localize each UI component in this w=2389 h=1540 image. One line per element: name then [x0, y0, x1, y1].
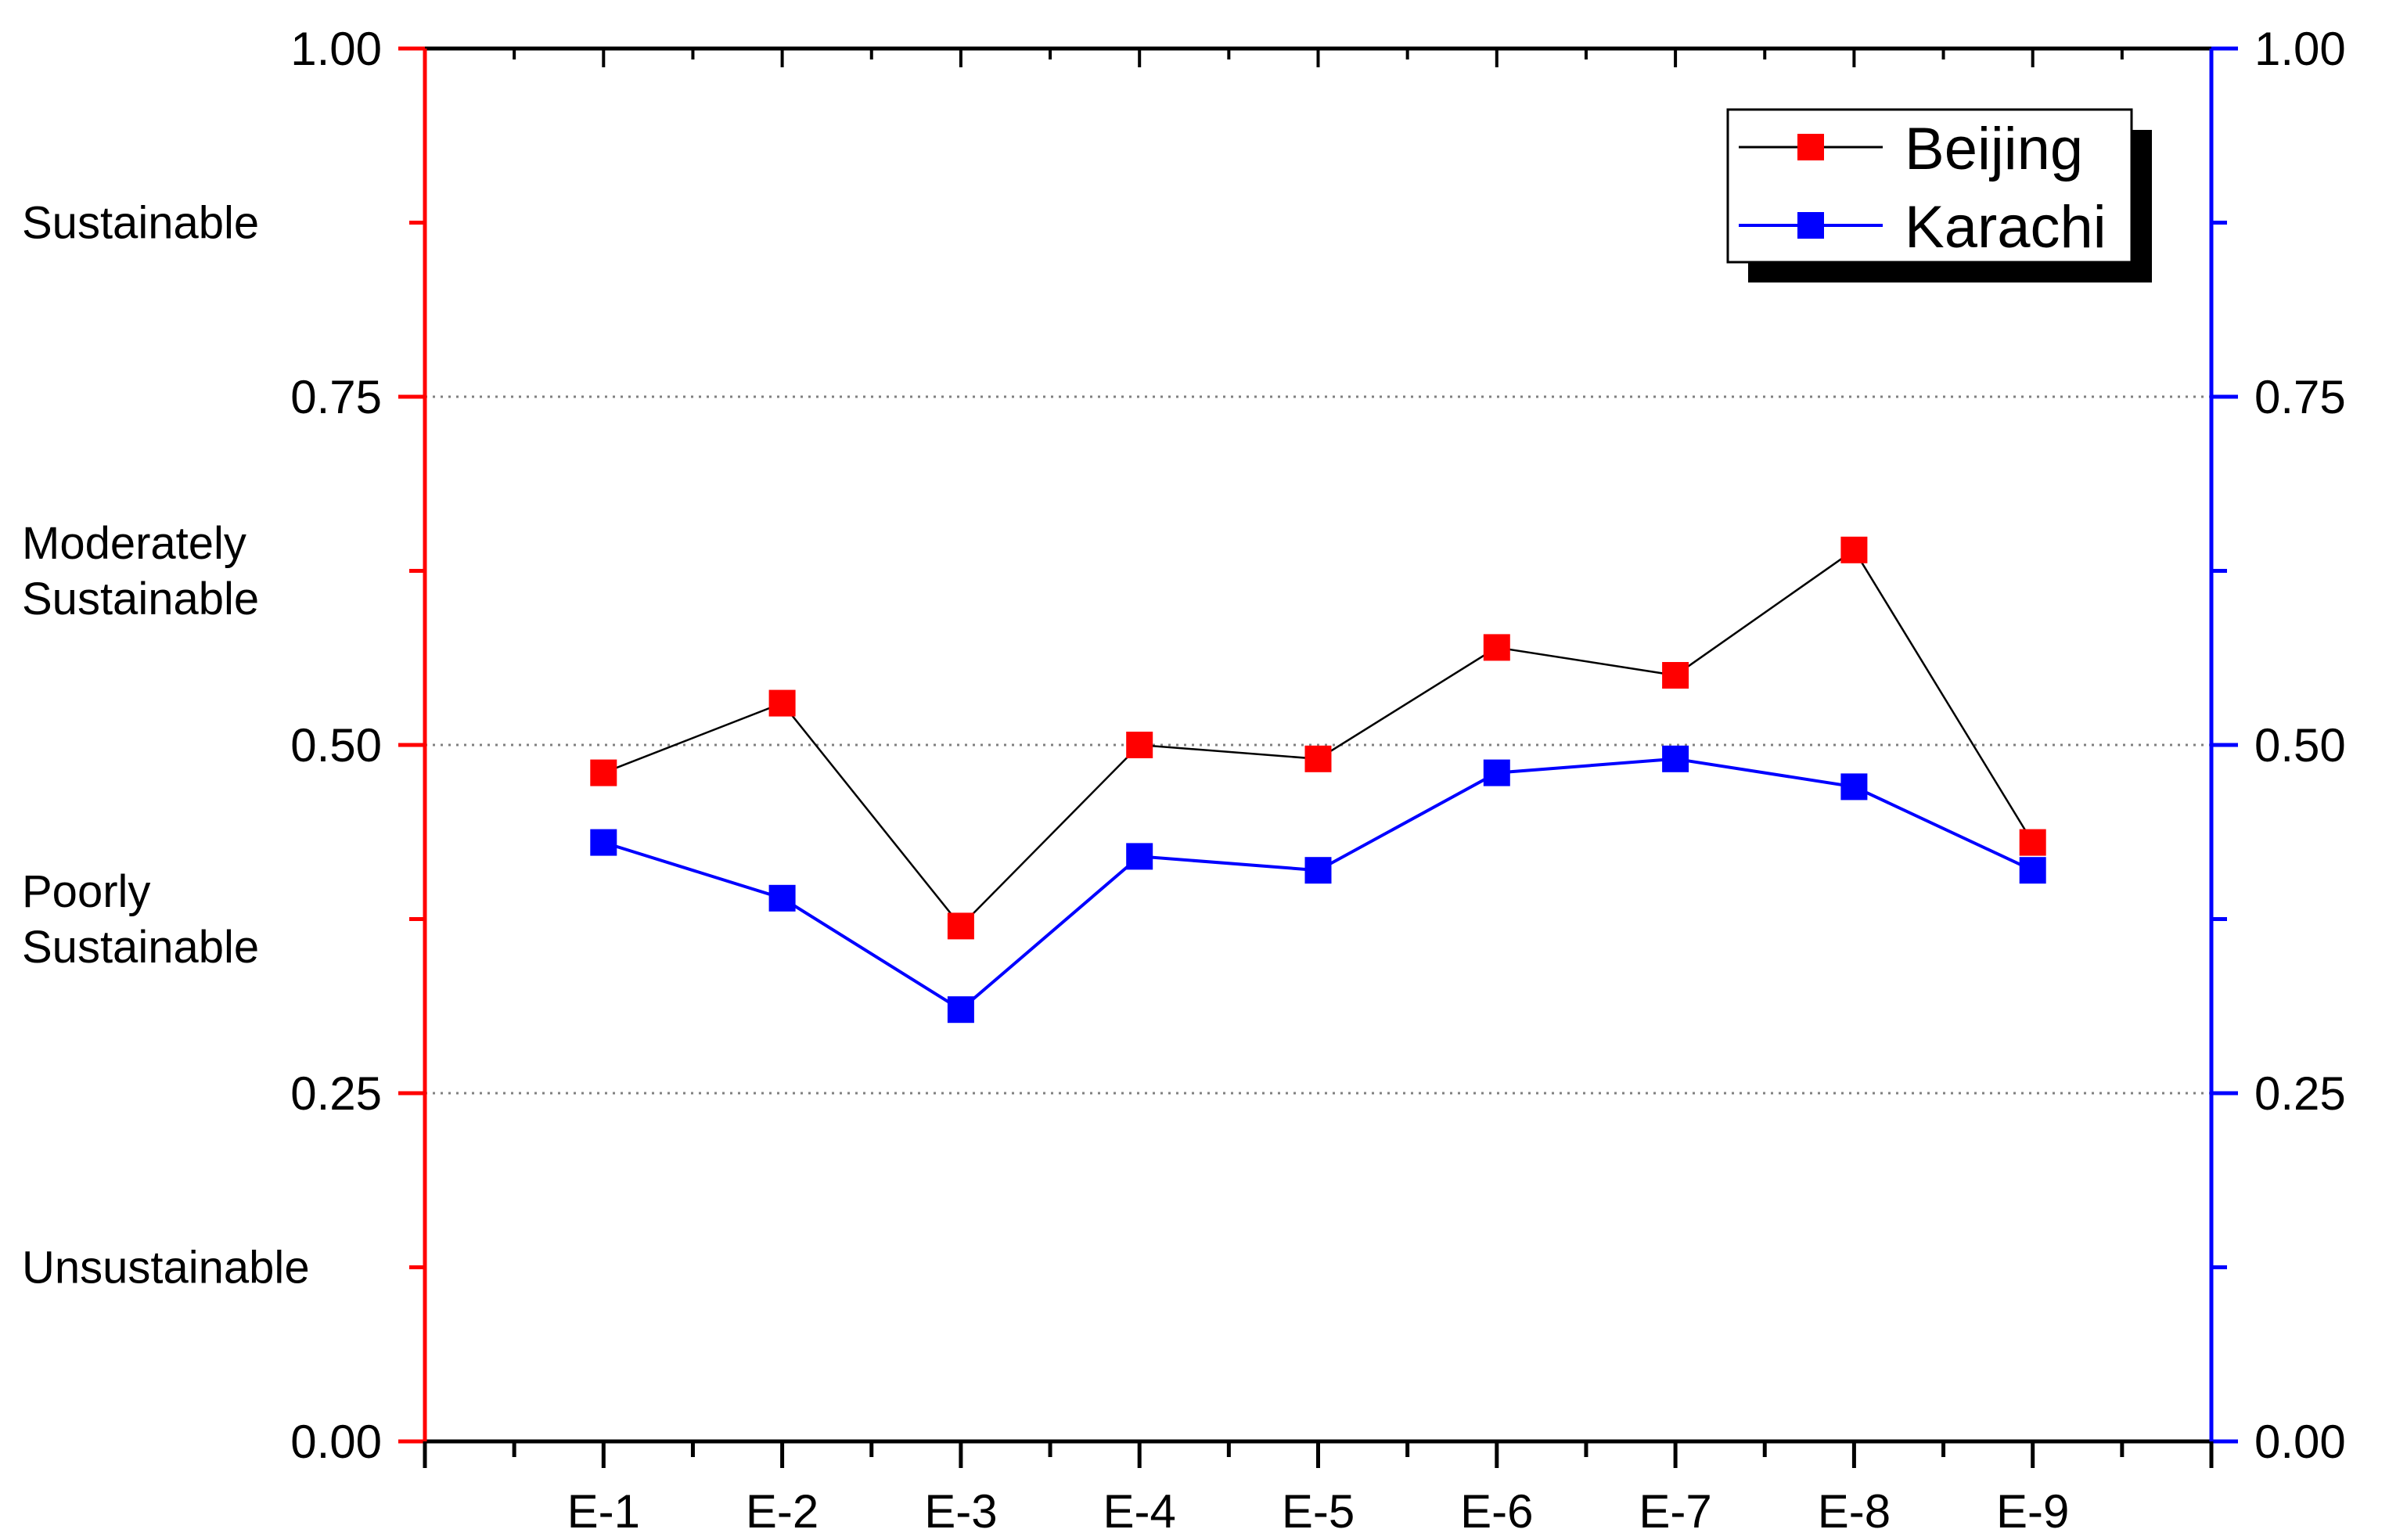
data-point-karachi — [1840, 773, 1868, 801]
data-point-karachi — [1662, 745, 1689, 772]
gridlines — [425, 395, 2211, 1095]
series-layer — [590, 536, 2046, 1024]
x-tick-label: E-9 — [1996, 1485, 2069, 1538]
data-point-beijing — [947, 912, 974, 940]
data-point-beijing — [590, 759, 617, 786]
data-point-beijing — [1662, 662, 1689, 689]
left-tick-label: 1.00 — [290, 23, 382, 75]
series-line-karachi — [603, 757, 2034, 1012]
right-y-axis: 0.00 0.25 0.50 0.75 1.00 — [2209, 23, 2346, 1468]
zone-labels: SustainableModeratelySustainablePoorlySu… — [22, 198, 310, 1294]
zone-label: Poorly — [22, 866, 150, 917]
data-point-beijing — [1126, 732, 1153, 758]
zone-label: Sustainable — [22, 574, 259, 624]
x-tick-label: E-2 — [746, 1485, 819, 1538]
data-point-beijing — [768, 689, 796, 717]
left-tick-label: 0.00 — [290, 1416, 382, 1468]
left-tick-label: 0.25 — [290, 1067, 382, 1120]
data-point-beijing — [1304, 745, 1332, 772]
x-tick-label: E-6 — [1460, 1485, 1533, 1538]
right-tick-label: 0.50 — [2254, 719, 2346, 772]
left-y-axis: 0.00 0.25 0.50 0.75 1.00 — [290, 23, 427, 1468]
x-tick-label: E-1 — [567, 1485, 640, 1538]
legend: Beijing Karachi — [1726, 108, 2152, 282]
data-point-karachi — [2019, 857, 2046, 884]
right-tick-label: 1.00 — [2254, 23, 2346, 75]
data-point-beijing — [2019, 829, 2046, 856]
zone-label: Unsustainable — [22, 1243, 310, 1294]
zone-label: Sustainable — [22, 198, 259, 249]
data-point-karachi — [590, 829, 617, 856]
right-tick-label: 0.00 — [2254, 1416, 2346, 1468]
left-tick-label: 0.50 — [290, 719, 382, 772]
data-point-karachi — [1126, 843, 1153, 870]
legend-label: Beijing — [1905, 116, 2083, 182]
data-point-beijing — [1483, 634, 1510, 661]
right-tick-label: 0.75 — [2254, 371, 2346, 423]
left-tick-label: 0.75 — [290, 371, 382, 423]
right-tick-label: 0.25 — [2254, 1067, 2346, 1120]
data-point-karachi — [1483, 759, 1510, 786]
x-tick-label: E-8 — [1818, 1485, 1891, 1538]
data-point-beijing — [1840, 536, 1868, 563]
legend-marker — [1797, 134, 1824, 160]
zone-label: Moderately — [22, 518, 246, 569]
legend-label: Karachi — [1905, 194, 2107, 261]
legend-box — [1726, 108, 2133, 264]
data-point-karachi — [768, 884, 796, 912]
x-axis: E-1 E-2 E-3 E-4 E-5 E-6 E-7 E-8 E-9 — [423, 1441, 2214, 1538]
x-tick-label: E-7 — [1639, 1485, 1711, 1538]
legend-marker — [1797, 212, 1824, 239]
x-tick-label: E-3 — [924, 1485, 997, 1538]
data-point-karachi — [1304, 857, 1332, 884]
data-point-karachi — [947, 996, 974, 1024]
x-tick-label: E-4 — [1103, 1485, 1176, 1538]
x-tick-label: E-5 — [1282, 1485, 1355, 1538]
zone-label: Sustainable — [22, 922, 259, 973]
